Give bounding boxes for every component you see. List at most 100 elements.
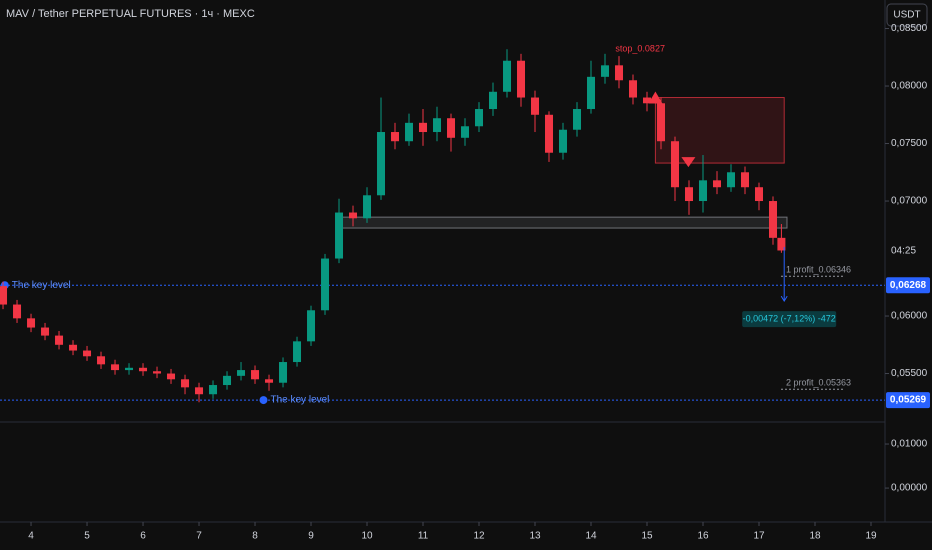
- y-tick-label: 0,06000: [891, 311, 928, 322]
- y-tick-label: 0,07500: [891, 138, 928, 149]
- countdown-box: [886, 243, 930, 267]
- candle-body: [559, 129, 568, 153]
- candle-body: [335, 212, 344, 259]
- candle-body: [517, 60, 526, 98]
- candle-body: [601, 65, 610, 77]
- candle-body: [181, 379, 190, 388]
- y-tick-label: 0,00000: [891, 483, 928, 494]
- candle-body: [349, 212, 358, 219]
- candle-body: [363, 195, 372, 219]
- x-tick-label: 11: [418, 531, 429, 542]
- candle-body: [41, 327, 50, 336]
- key-level-dot: [259, 396, 268, 405]
- candle-body: [195, 387, 204, 395]
- candle-body: [503, 60, 512, 92]
- x-tick-label: 6: [140, 531, 146, 542]
- x-tick-label: 19: [865, 531, 877, 542]
- candle-body: [55, 335, 64, 345]
- candle-body: [545, 114, 554, 153]
- x-tick-label: 9: [308, 531, 314, 542]
- x-tick-label: 12: [473, 531, 485, 542]
- chart-title: MAV / Tether PERPETUAL FUTURES · 1ч · ME…: [6, 8, 255, 20]
- target-label: 2 profit_0.05363: [786, 378, 851, 388]
- x-tick-label: 14: [585, 531, 597, 542]
- candle-body: [377, 132, 386, 196]
- price-label: 0,06268: [890, 280, 927, 291]
- price-label: 0,05269: [890, 395, 927, 406]
- candle-body: [531, 97, 540, 115]
- measure-arrow-head: [780, 295, 788, 303]
- candle-body: [489, 91, 498, 110]
- entry-arrow-down: [681, 157, 696, 168]
- candle-body: [573, 109, 582, 130]
- y-tick-label: 0,08000: [891, 81, 928, 92]
- currency-button-label[interactable]: USDT: [893, 10, 920, 21]
- target-label: 1 profit_0.06346: [786, 265, 851, 275]
- y-tick-label: 0,05500: [891, 368, 928, 379]
- candle-body: [265, 379, 274, 383]
- candle-body: [643, 97, 652, 104]
- candle-body: [755, 187, 764, 202]
- candle-body: [83, 350, 92, 357]
- x-tick-label: 15: [641, 531, 653, 542]
- candle-body: [223, 375, 232, 386]
- candle-body: [405, 122, 414, 142]
- candle-body: [27, 318, 36, 328]
- x-tick-label: 13: [529, 531, 541, 542]
- candle-body: [615, 65, 624, 81]
- candle-body: [769, 201, 778, 238]
- candle-body: [293, 341, 302, 363]
- key-level-text: The key level: [270, 395, 329, 406]
- candle-body: [237, 370, 246, 376]
- x-tick-label: 18: [809, 531, 821, 542]
- candle-body: [167, 373, 176, 380]
- y-tick-label: 0,01000: [891, 439, 928, 450]
- candle-body: [209, 385, 218, 395]
- candle-body: [69, 344, 78, 351]
- candle-body: [727, 172, 736, 188]
- y-tick-label: 0,07000: [891, 196, 928, 207]
- x-tick-label: 10: [361, 531, 373, 542]
- candle-body: [629, 80, 638, 98]
- candle-body: [13, 304, 22, 319]
- candle-body: [419, 122, 428, 133]
- stop-label: stop_0.0827: [615, 43, 665, 53]
- candle-body: [139, 367, 148, 372]
- candle-body: [97, 356, 106, 365]
- candle-body: [713, 180, 722, 188]
- candle-body: [111, 364, 120, 371]
- candle-body: [685, 187, 694, 202]
- candle-body: [279, 362, 288, 383]
- candle-body: [671, 141, 680, 188]
- x-tick-label: 4: [28, 531, 34, 542]
- measure-label-box: [742, 311, 837, 328]
- price-label-box: [886, 277, 930, 294]
- candle-body: [741, 172, 750, 188]
- candle-body: [0, 286, 8, 305]
- candle-body: [125, 367, 134, 371]
- candle-body: [321, 258, 330, 311]
- zone: [338, 216, 788, 229]
- candle-body: [251, 370, 260, 380]
- currency-button[interactable]: USDT: [886, 3, 928, 27]
- countdown: 04:25: [891, 246, 916, 257]
- candle-body: [461, 126, 470, 138]
- candle-body: [447, 118, 456, 138]
- candle-body: [433, 118, 442, 133]
- y-tick-label: 0,08500: [891, 23, 928, 34]
- measure-label: -0,00472 (-7,12%) -472: [743, 313, 836, 323]
- candle-body: [307, 310, 316, 342]
- candle-body: [777, 237, 786, 251]
- currency-button-box[interactable]: [886, 3, 928, 27]
- x-tick-label: 5: [84, 531, 90, 542]
- x-tick-label: 16: [697, 531, 709, 542]
- key-level-text: The key level: [12, 280, 71, 291]
- price-label-box: [886, 392, 930, 409]
- x-tick-label: 17: [753, 531, 765, 542]
- candle-body: [153, 371, 162, 374]
- x-tick-label: 7: [196, 531, 202, 542]
- candle-body: [475, 109, 484, 127]
- candle-body: [587, 76, 596, 110]
